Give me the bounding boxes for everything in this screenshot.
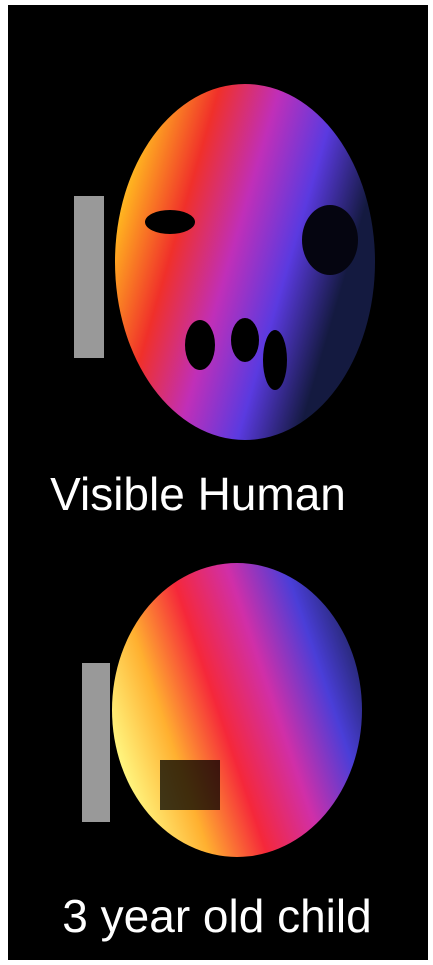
panel-label: 3 year old child xyxy=(62,890,371,942)
scan-hole xyxy=(185,320,215,370)
scan-image xyxy=(112,563,362,857)
scale-bar xyxy=(74,196,104,358)
scan-hole xyxy=(145,210,195,234)
scan-image xyxy=(115,84,375,440)
scan-hole xyxy=(231,318,259,362)
scan-hole xyxy=(160,760,220,810)
head-scan xyxy=(112,563,362,857)
scan-hole xyxy=(263,330,287,390)
scale-bar xyxy=(82,663,110,822)
scan-hole xyxy=(302,205,358,275)
panel-label: Visible Human xyxy=(50,468,346,520)
head-scan xyxy=(115,84,375,440)
